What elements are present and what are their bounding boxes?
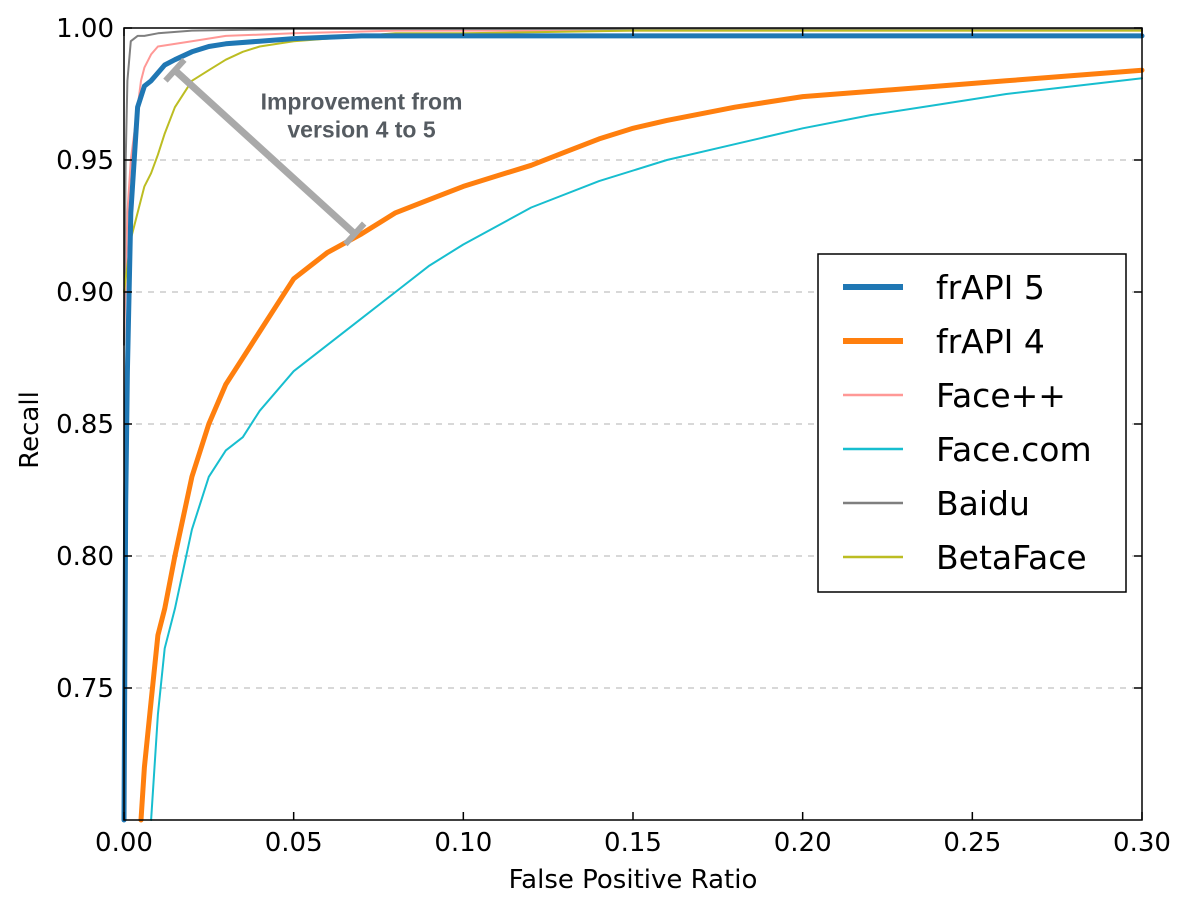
y-tick-label: 1.00	[56, 14, 114, 44]
series-lines	[121, 28, 1145, 823]
y-tick-label: 0.90	[56, 278, 114, 308]
y-axis-ticks: 0.75 0.80 0.85 0.90 0.95 1.00	[56, 14, 1142, 704]
x-tick-label: 0.30	[1113, 828, 1171, 858]
legend-label: frAPI 4	[936, 322, 1045, 361]
y-tick-label: 0.80	[56, 542, 114, 572]
y-tick-label: 0.75	[56, 674, 114, 704]
annotation-cap-end	[343, 221, 367, 247]
x-tick-label: 0.25	[943, 828, 1001, 858]
x-tick-label: 0.10	[434, 828, 492, 858]
legend-label: Face++	[936, 376, 1066, 415]
annotation-cap-start	[163, 57, 187, 83]
x-axis-label: False Positive Ratio	[509, 865, 758, 895]
legend-label: BetaFace	[936, 538, 1087, 577]
series-line-frapi-4	[138, 67, 1145, 823]
x-tick-label: 0.20	[774, 828, 832, 858]
annotation-text-line1: Improvement from	[261, 89, 463, 115]
y-tick-label: 0.85	[56, 410, 114, 440]
annotation-text-line2: version 4 to 5	[287, 117, 435, 143]
series-line-baidu	[123, 28, 1143, 346]
grid-lines	[124, 159, 1142, 689]
x-tick-label: 0.15	[604, 828, 662, 858]
annotation-bar	[172, 67, 358, 237]
series-line-frapi-5	[121, 33, 1145, 823]
x-axis-ticks: 0.00 0.05 0.10 0.15 0.20 0.25 0.30	[95, 28, 1171, 858]
y-axis-label: Recall	[15, 391, 45, 469]
series-line-face-com	[150, 77, 1143, 821]
series-line-betaface	[123, 29, 1143, 293]
legend-box	[817, 253, 1127, 593]
legend-label: Baidu	[936, 484, 1030, 523]
x-tick-label: 0.05	[265, 828, 323, 858]
legend-label: frAPI 5	[936, 268, 1045, 307]
y-tick-label: 0.95	[56, 146, 114, 176]
legend-label: Face.com	[936, 430, 1092, 469]
x-tick-label: 0.00	[95, 828, 153, 858]
legend: frAPI 5 frAPI 4 Face++ Face.com Baidu BetaFac…	[817, 253, 1127, 593]
